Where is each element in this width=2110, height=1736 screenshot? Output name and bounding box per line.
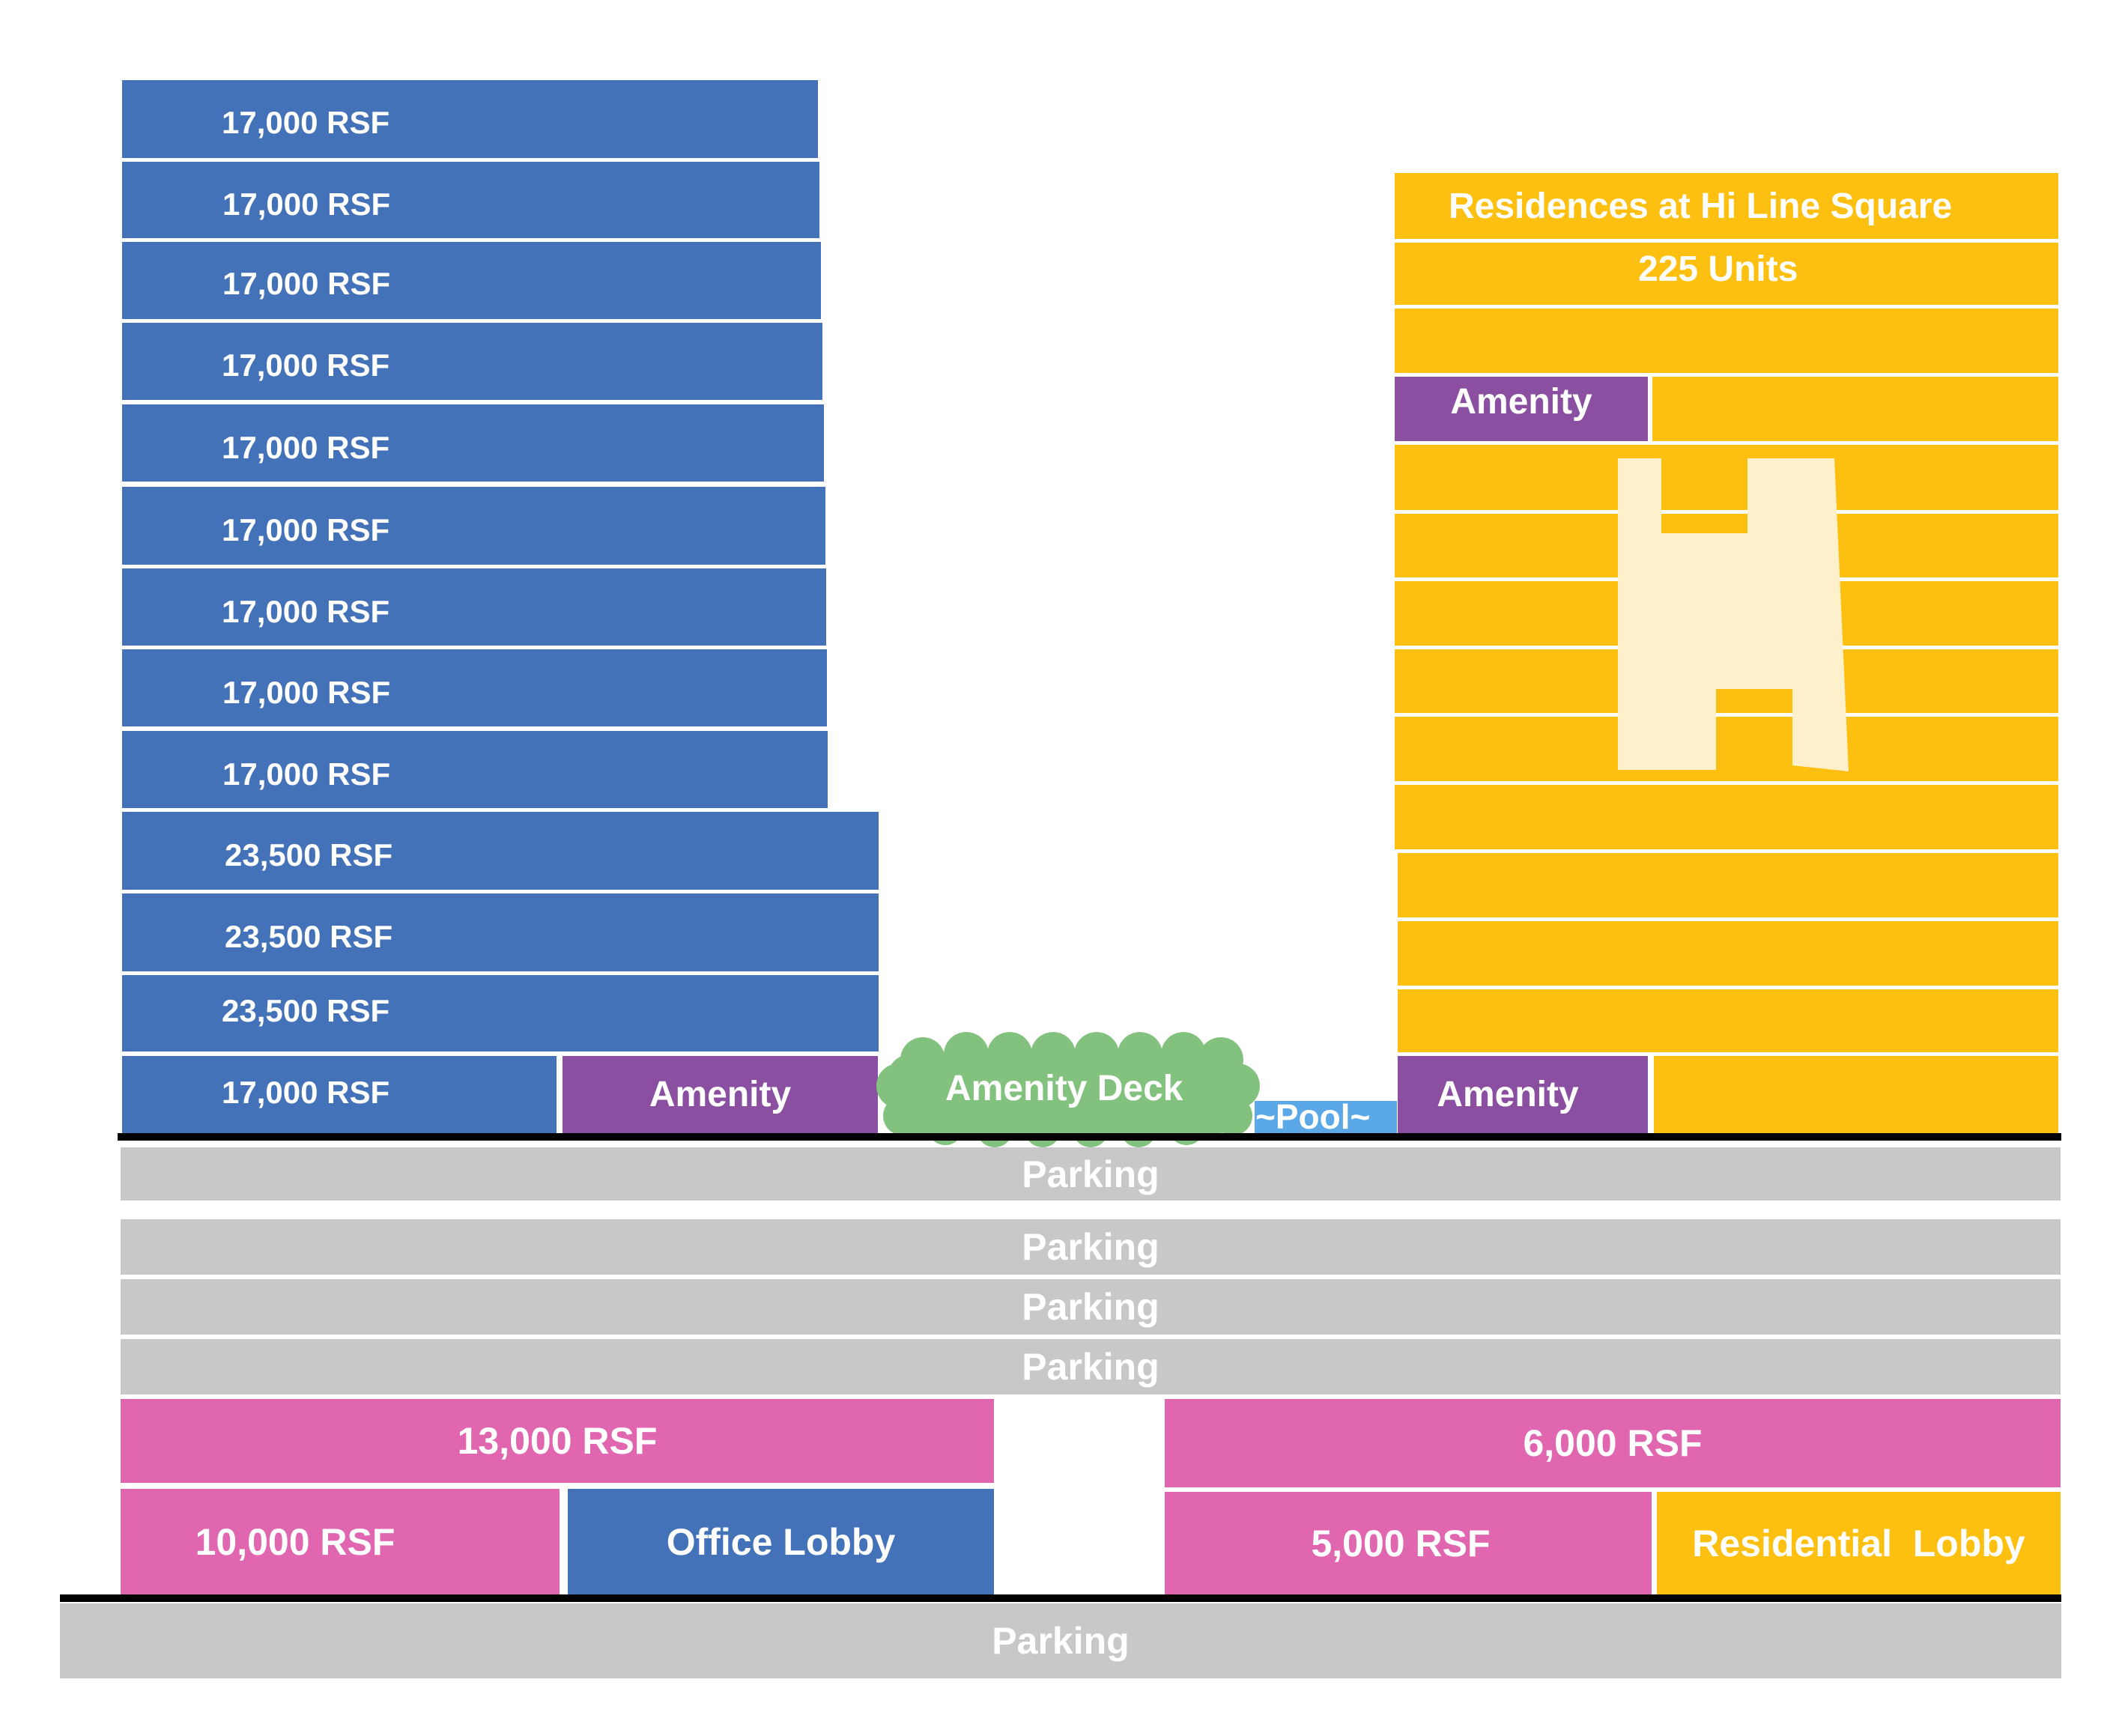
office-floor-label: 17,000 RSF xyxy=(222,266,391,301)
resi-floor-4 xyxy=(1652,377,2058,441)
office-floor-6 xyxy=(122,487,825,565)
resi-floor-10 xyxy=(1395,785,2058,849)
resi-floor-2 xyxy=(1395,243,2058,305)
office-floor-label: 17,000 RSF xyxy=(222,512,390,547)
podium-line xyxy=(118,1133,2061,1141)
retail-upper-left: 13,000 RSF xyxy=(121,1399,994,1483)
pool-icon xyxy=(1255,1101,1397,1134)
office-floor-1 xyxy=(122,80,818,158)
parking-level-1: Parking xyxy=(121,1147,2061,1201)
resi-upper-amenity: Amenity xyxy=(1395,377,1648,441)
grade-line xyxy=(60,1594,2061,1602)
retail-lower-mid-right: 5,000 RSF xyxy=(1165,1492,1652,1594)
office-floor-label: 23,500 RSF xyxy=(225,837,393,872)
amenity-deck-label: Amenity Deck xyxy=(945,1069,1183,1108)
office-amenity: Amenity xyxy=(563,1056,878,1133)
office-floor-label: 17,000 RSF xyxy=(222,594,390,629)
residences-title: Residences at Hi Line Square xyxy=(1449,186,1953,226)
office-floor-label: 17,000 RSF xyxy=(222,347,390,383)
office-floor-label: 17,000 RSF xyxy=(222,186,391,222)
office-floor-label: 17,000 RSF xyxy=(222,430,390,465)
retail-lower-left: 10,000 RSF xyxy=(121,1489,560,1594)
office-floor-label: 17,000 RSF xyxy=(222,1075,390,1110)
resi-floor-3 xyxy=(1395,309,2058,373)
office-floor-5 xyxy=(122,404,824,482)
office-floor-4 xyxy=(122,323,822,400)
parking-level-2: Parking xyxy=(121,1219,2061,1275)
office-ground-floor xyxy=(122,1056,557,1133)
office-floor-3 xyxy=(122,242,821,319)
office-floor-7 xyxy=(122,568,826,646)
resi-floor-11 xyxy=(1398,853,2058,917)
resi-lower-amenity: Amenity xyxy=(1398,1056,1648,1133)
basement-parking: Parking xyxy=(60,1603,2061,1678)
office-floor-label: 23,500 RSF xyxy=(225,919,393,954)
office-floor-9 xyxy=(122,731,828,808)
office-lobby: Office Lobby xyxy=(568,1489,994,1594)
parking-level-4: Parking xyxy=(121,1339,2061,1394)
office-floor-10 xyxy=(122,812,879,890)
residences-units: 225 Units xyxy=(1638,249,1798,289)
resi-ground-floor xyxy=(1654,1056,2058,1133)
resi-floor-13 xyxy=(1398,989,2058,1052)
office-floor-label: 17,000 RSF xyxy=(222,675,391,710)
office-floor-12 xyxy=(122,975,879,1051)
office-floor-8 xyxy=(122,649,827,726)
pool-label: ~Pool~ xyxy=(1255,1097,1371,1136)
office-floor-label: 17,000 RSF xyxy=(222,105,390,140)
office-floor-11 xyxy=(122,893,879,971)
resi-floor-12 xyxy=(1398,921,2058,986)
residential-lobby: Residential Lobby xyxy=(1657,1492,2061,1594)
parking-level-3: Parking xyxy=(121,1279,2061,1335)
office-floor-label: 23,500 RSF xyxy=(222,993,390,1028)
office-floor-2 xyxy=(122,162,819,238)
retail-upper-right: 6,000 RSF xyxy=(1165,1399,2061,1487)
office-floor-label: 17,000 RSF xyxy=(222,756,391,792)
resi-floor-1 xyxy=(1395,173,2058,239)
